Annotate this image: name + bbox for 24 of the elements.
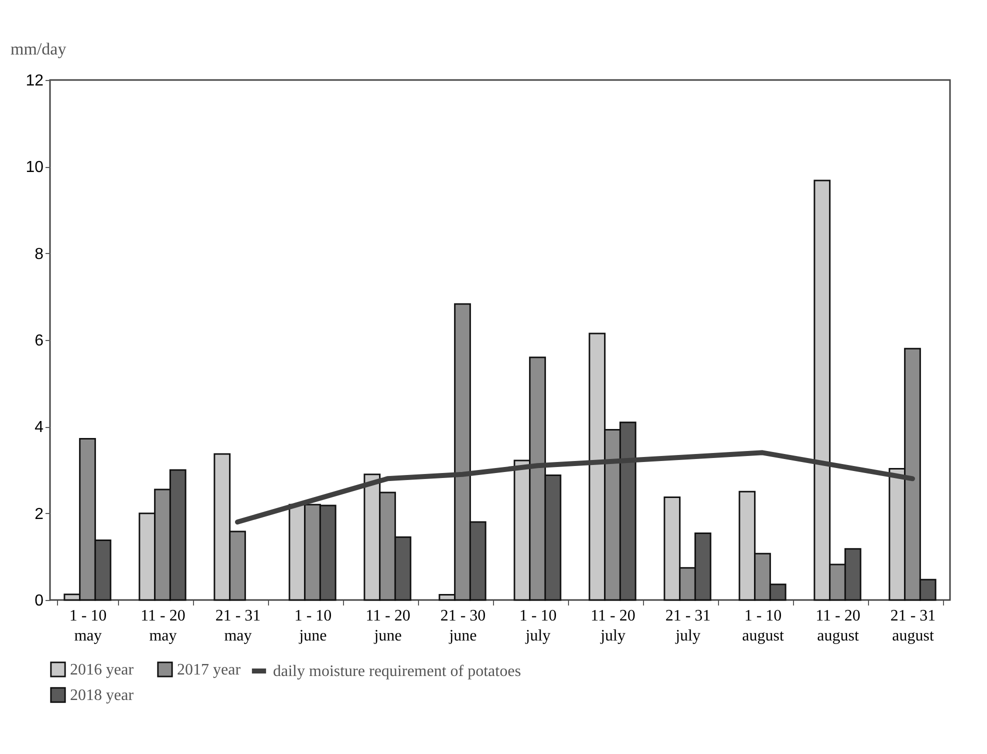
x-tick-label: 21 - 31 may — [215, 608, 261, 644]
y-tick-label: 10 — [26, 159, 44, 176]
legend-label: 2017 year — [177, 661, 242, 678]
x-tick-label: 11 - 20 july — [590, 608, 636, 644]
y-tick-label: 6 — [34, 332, 44, 350]
legend-label: daily moisture requirement of potatoes — [273, 663, 521, 680]
y-tick-label: 4 — [34, 419, 44, 436]
y-tick-label: 12 — [26, 72, 44, 90]
y-tick-label: 2 — [34, 506, 44, 523]
x-tick-label: 11 - 20 august — [816, 608, 860, 644]
x-tick-label: 21 - 31 july — [665, 608, 711, 644]
x-tick-label: 11 - 20 may — [140, 608, 186, 644]
legend-label: 2016 year — [70, 661, 134, 678]
y-axis-title: mm/day — [10, 40, 67, 58]
x-tick-label: 1 - 10 june — [294, 608, 332, 644]
x-tick-label: 1 - 10 may — [69, 608, 107, 644]
x-tick-label: 21 - 30 june — [440, 608, 486, 644]
x-tick-label: 1 - 10 august — [742, 608, 784, 644]
x-tick-label: 21 - 31 august — [890, 608, 936, 644]
y-tick-label: 0 — [34, 592, 44, 610]
legend-label: 2018 year — [70, 687, 134, 704]
x-tick-label: 11 - 20 june — [366, 608, 410, 644]
x-tick-label: 1 - 10 july — [519, 608, 557, 644]
y-tick-label: 8 — [34, 246, 44, 263]
